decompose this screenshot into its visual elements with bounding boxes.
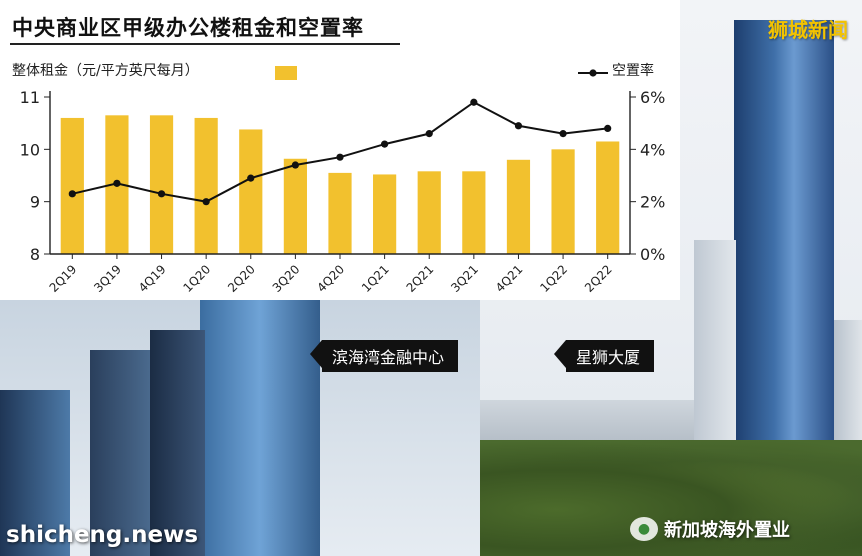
y-right-tick-label: 4% xyxy=(640,140,665,159)
vacancy-point-4Q19 xyxy=(157,190,166,198)
bar-1Q21 xyxy=(373,174,397,254)
wechat-watermark: ● 新加坡海外置业 xyxy=(630,516,790,542)
x-tick-label: 2Q21 xyxy=(404,262,437,295)
y-left-tick-label: 9 xyxy=(30,193,40,212)
vacancy-point-1Q20 xyxy=(202,198,210,206)
tower-a xyxy=(0,390,70,556)
x-tick-label: 4Q19 xyxy=(136,262,169,295)
bar-3Q20 xyxy=(283,158,307,254)
bar-1Q22 xyxy=(551,149,575,254)
x-tick-label: 3Q21 xyxy=(448,262,481,295)
vacancy-point-1Q22 xyxy=(559,130,567,138)
bar-2Q22 xyxy=(596,141,620,254)
vacancy-point-3Q21 xyxy=(470,98,478,106)
y-left-tick-label: 10 xyxy=(20,140,40,159)
x-tick-label: 3Q19 xyxy=(91,262,124,295)
tree-canopy xyxy=(480,440,862,556)
wechat-icon: ● xyxy=(630,517,658,541)
y-left-tick-label: 11 xyxy=(20,88,40,107)
bar-series xyxy=(60,115,620,254)
building-photo-left xyxy=(0,300,480,556)
bar-1Q20 xyxy=(194,117,218,254)
vacancy-point-4Q20 xyxy=(336,153,344,161)
bar-4Q19 xyxy=(149,115,174,254)
legend-marks xyxy=(275,66,608,80)
chart-svg: 8 9 10 11 0% 2% 4% 6% 2Q19 3Q19 4Q19 1Q20 2Q20 3Q20 4Q… xyxy=(20,66,665,295)
x-tick-label: 1Q20 xyxy=(180,262,213,295)
legend-bar-swatch xyxy=(275,66,297,80)
vacancy-point-3Q19 xyxy=(113,179,121,187)
bar-2Q21 xyxy=(417,171,441,254)
watermark-top: 狮城新闻 xyxy=(768,18,848,42)
chart-title: 中央商业区甲级办公楼租金和空置率 xyxy=(12,16,364,40)
bar-4Q20 xyxy=(328,172,352,254)
y-right-tick-label: 0% xyxy=(640,245,665,264)
tower-c xyxy=(200,300,320,556)
vacancy-point-3Q20 xyxy=(291,161,299,169)
legend-bar-label: 整体租金（元/平方英尺每月） xyxy=(12,63,199,79)
x-tick-label: 3Q20 xyxy=(270,262,303,295)
tower-side-left xyxy=(694,240,736,460)
y-right-tick-label: 2% xyxy=(640,193,665,212)
vacancy-point-4Q21 xyxy=(514,122,523,130)
x-tick-label: 4Q21 xyxy=(493,262,526,295)
label-frasers-tower: 星狮大厦 xyxy=(553,340,655,372)
bar-2Q20 xyxy=(239,129,263,254)
legend-line-marker xyxy=(589,69,597,77)
line-series xyxy=(68,98,612,206)
x-tick-label: 2Q19 xyxy=(47,262,80,295)
x-tick-label: 2Q20 xyxy=(225,262,258,295)
vacancy-point-2Q21 xyxy=(425,130,433,138)
label-marina-bay-financial-centre: 滨海湾金融中心 xyxy=(309,340,459,372)
vacancy-point-2Q22 xyxy=(604,124,612,132)
chart-panel: 中央商业区甲级办公楼租金和空置率 整体租金（元/平方英尺每月） 空置率 8 9 10… xyxy=(0,0,680,300)
wechat-text: 新加坡海外置业 xyxy=(664,520,790,541)
legend-line-label: 空置率 xyxy=(612,63,654,79)
x-tick-label: 1Q21 xyxy=(359,262,392,295)
tower-main xyxy=(734,20,834,500)
watermark-bottom: shicheng.news xyxy=(6,522,199,548)
vacancy-point-1Q21 xyxy=(381,140,389,148)
x-tick-label: 2Q22 xyxy=(582,262,615,295)
y-left-tick-label: 8 xyxy=(30,245,40,264)
vacancy-point-2Q19 xyxy=(68,190,76,198)
x-tick-label: 4Q20 xyxy=(314,262,347,295)
bar-3Q21 xyxy=(462,171,486,254)
tower-d xyxy=(150,330,205,556)
title-underline xyxy=(10,43,400,45)
y-right-tick-label: 6% xyxy=(640,88,665,107)
vacancy-point-2Q20 xyxy=(247,174,255,182)
bar-4Q21 xyxy=(506,159,531,254)
bar-2Q19 xyxy=(60,117,84,254)
x-tick-label: 1Q22 xyxy=(537,262,570,295)
